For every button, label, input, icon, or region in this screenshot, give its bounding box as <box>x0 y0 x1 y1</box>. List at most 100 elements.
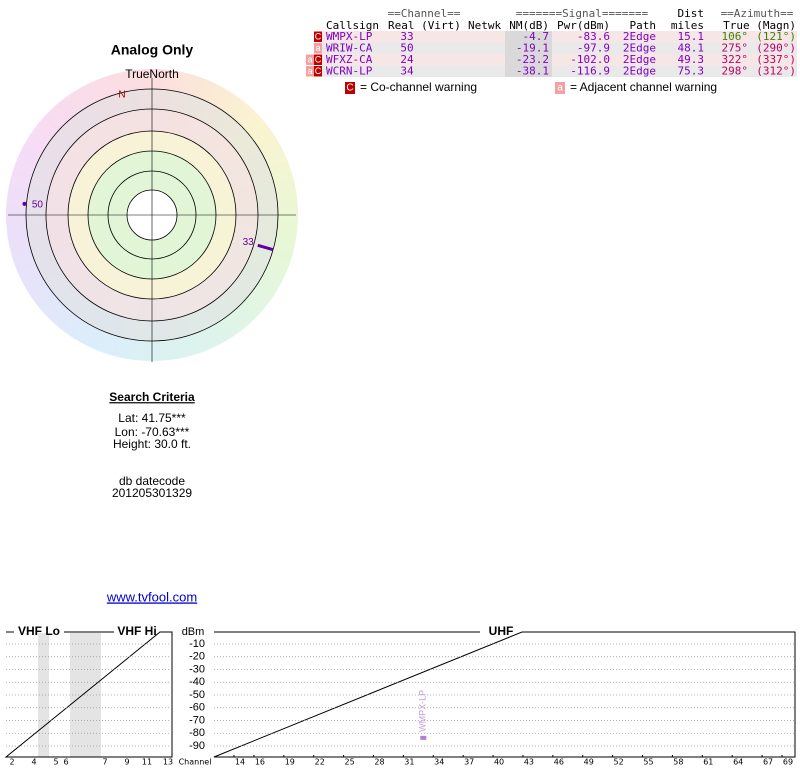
section-label: UHF <box>489 624 514 638</box>
x-axis-label: Channel <box>179 758 212 767</box>
y-tick-label: -70 <box>189 714 205 726</box>
nm-cell-background <box>505 65 552 77</box>
column-header: miles <box>671 19 704 32</box>
azimuth-true: 106° <box>722 30 749 43</box>
flag-box <box>555 82 565 94</box>
flag-letter: C <box>315 66 322 76</box>
x-tick-label: 2 <box>9 758 14 767</box>
section-label: VHF Lo <box>18 624 60 638</box>
azimuth-magnetic: (121°) <box>756 30 796 43</box>
table-rows: C WMPX-LP 33 -4.7 -83.6 2Edge 15.1 106° (121°)a W… <box>306 30 797 78</box>
nm-db: -4.7 <box>523 30 550 43</box>
channel: 33 <box>400 30 413 43</box>
row-background <box>322 31 797 43</box>
x-tick-label: 4 <box>31 758 36 767</box>
datecode-label: db datecode <box>119 474 185 488</box>
station-label: 50 <box>32 200 44 211</box>
column-header: True (Magn) <box>723 19 796 32</box>
azimuth-true: 322° <box>722 53 749 66</box>
station-table: ==Channel== =======Signal======= Dist ==… <box>326 7 796 32</box>
path: 2Edge <box>623 65 656 78</box>
azimuth-magnetic: (337°) <box>756 53 796 66</box>
path: 2Edge <box>623 53 656 66</box>
nm-cell-background <box>505 31 552 43</box>
x-tick-label: 67 <box>763 758 773 767</box>
column-header: Pwr(dBm) <box>557 19 610 32</box>
x-tick-label: 64 <box>733 758 743 767</box>
x-tick-label: 28 <box>374 758 384 767</box>
vhf-frame <box>4 631 173 758</box>
flag-letter: C <box>346 83 353 94</box>
flag-box <box>314 31 322 42</box>
search-lon: Lon: -70.63*** <box>115 425 190 439</box>
x-tick-label: 58 <box>673 758 683 767</box>
power-dbm: -97.9 <box>577 42 610 55</box>
site-link[interactable]: www.tvfool.com <box>106 589 197 604</box>
flag-box <box>314 66 322 77</box>
y-tick-label: -60 <box>189 702 205 714</box>
polar-marks: 33 50 <box>22 200 274 252</box>
x-tick-label: 37 <box>464 758 474 767</box>
datecode: 201205301329 <box>112 486 192 500</box>
nm-db: -38.1 <box>516 65 549 78</box>
group-header: Dist <box>678 7 705 20</box>
signal-bar <box>420 735 427 740</box>
x-tick-label: 16 <box>255 758 265 767</box>
group-header: ==Azimuth== <box>721 7 794 20</box>
row-background <box>322 65 797 77</box>
channel: 24 <box>400 53 414 66</box>
station-label: 33 <box>243 237 255 248</box>
column-header: Callsign <box>326 19 379 32</box>
search-height: Height: 30.0 ft. <box>113 437 191 451</box>
title: Analog Only <box>111 42 194 58</box>
group-header: ==Channel== <box>388 7 461 20</box>
x-tick-label: 52 <box>614 758 624 767</box>
flag-box <box>314 54 322 65</box>
callsign: WCRN-LP <box>326 65 373 78</box>
signal-label: WMPX-LP <box>418 690 428 732</box>
flag-box <box>314 43 322 54</box>
azimuth-magnetic: (290°) <box>756 42 796 55</box>
nm-db: -23.2 <box>516 53 549 66</box>
row-background <box>322 54 797 66</box>
x-tick-label: 43 <box>524 758 534 767</box>
azimuth-true: 298° <box>722 65 749 78</box>
x-tick-label: 11 <box>142 758 152 767</box>
north-label: TrueNorth <box>125 67 179 81</box>
flag-letter: a <box>557 83 563 94</box>
flag-letter: a <box>307 66 312 76</box>
search-lat: Lat: 41.75*** <box>118 411 186 425</box>
flag-letter: a <box>315 43 320 53</box>
spectrum-marks: -10-20-30-40-50-60-70-80-902 4 5 6 7 9 11 13 14 1… <box>6 638 795 767</box>
x-tick-label: 9 <box>124 758 129 767</box>
column-header: NM(dB) <box>509 19 549 32</box>
n-label: N <box>118 90 125 101</box>
search-title: Search Criteria <box>109 390 195 404</box>
y-tick-label: -90 <box>189 740 205 752</box>
callsign: WMPX-LP <box>326 30 373 43</box>
azimuth-true: 275° <box>722 42 749 55</box>
column-header: Path <box>630 19 657 32</box>
y-tick-label: -50 <box>189 689 205 701</box>
nm-cell-background <box>505 54 552 66</box>
column-header: Netwk <box>468 19 501 32</box>
flag-box <box>306 54 314 65</box>
nm-cell-background <box>505 42 552 54</box>
station-bearing <box>22 201 27 206</box>
x-tick-label: 6 <box>63 758 68 767</box>
nm-db: -19.1 <box>516 42 549 55</box>
x-tick-label: 19 <box>285 758 295 767</box>
flag-letter: C <box>315 54 322 64</box>
x-tick-label: 7 <box>102 758 107 767</box>
y-axis-label: dBm <box>182 626 205 638</box>
band-gap <box>38 633 49 757</box>
x-tick-label: 25 <box>345 758 355 767</box>
x-tick-label: 69 <box>783 758 793 767</box>
flag-letter: a <box>307 54 312 64</box>
polar-plot <box>8 78 296 362</box>
flag-legend: C = Co-channel warning a = Adjacent chan… <box>345 80 717 94</box>
callsign: WRIW-CA <box>326 42 373 55</box>
x-tick-label: 61 <box>703 758 713 767</box>
